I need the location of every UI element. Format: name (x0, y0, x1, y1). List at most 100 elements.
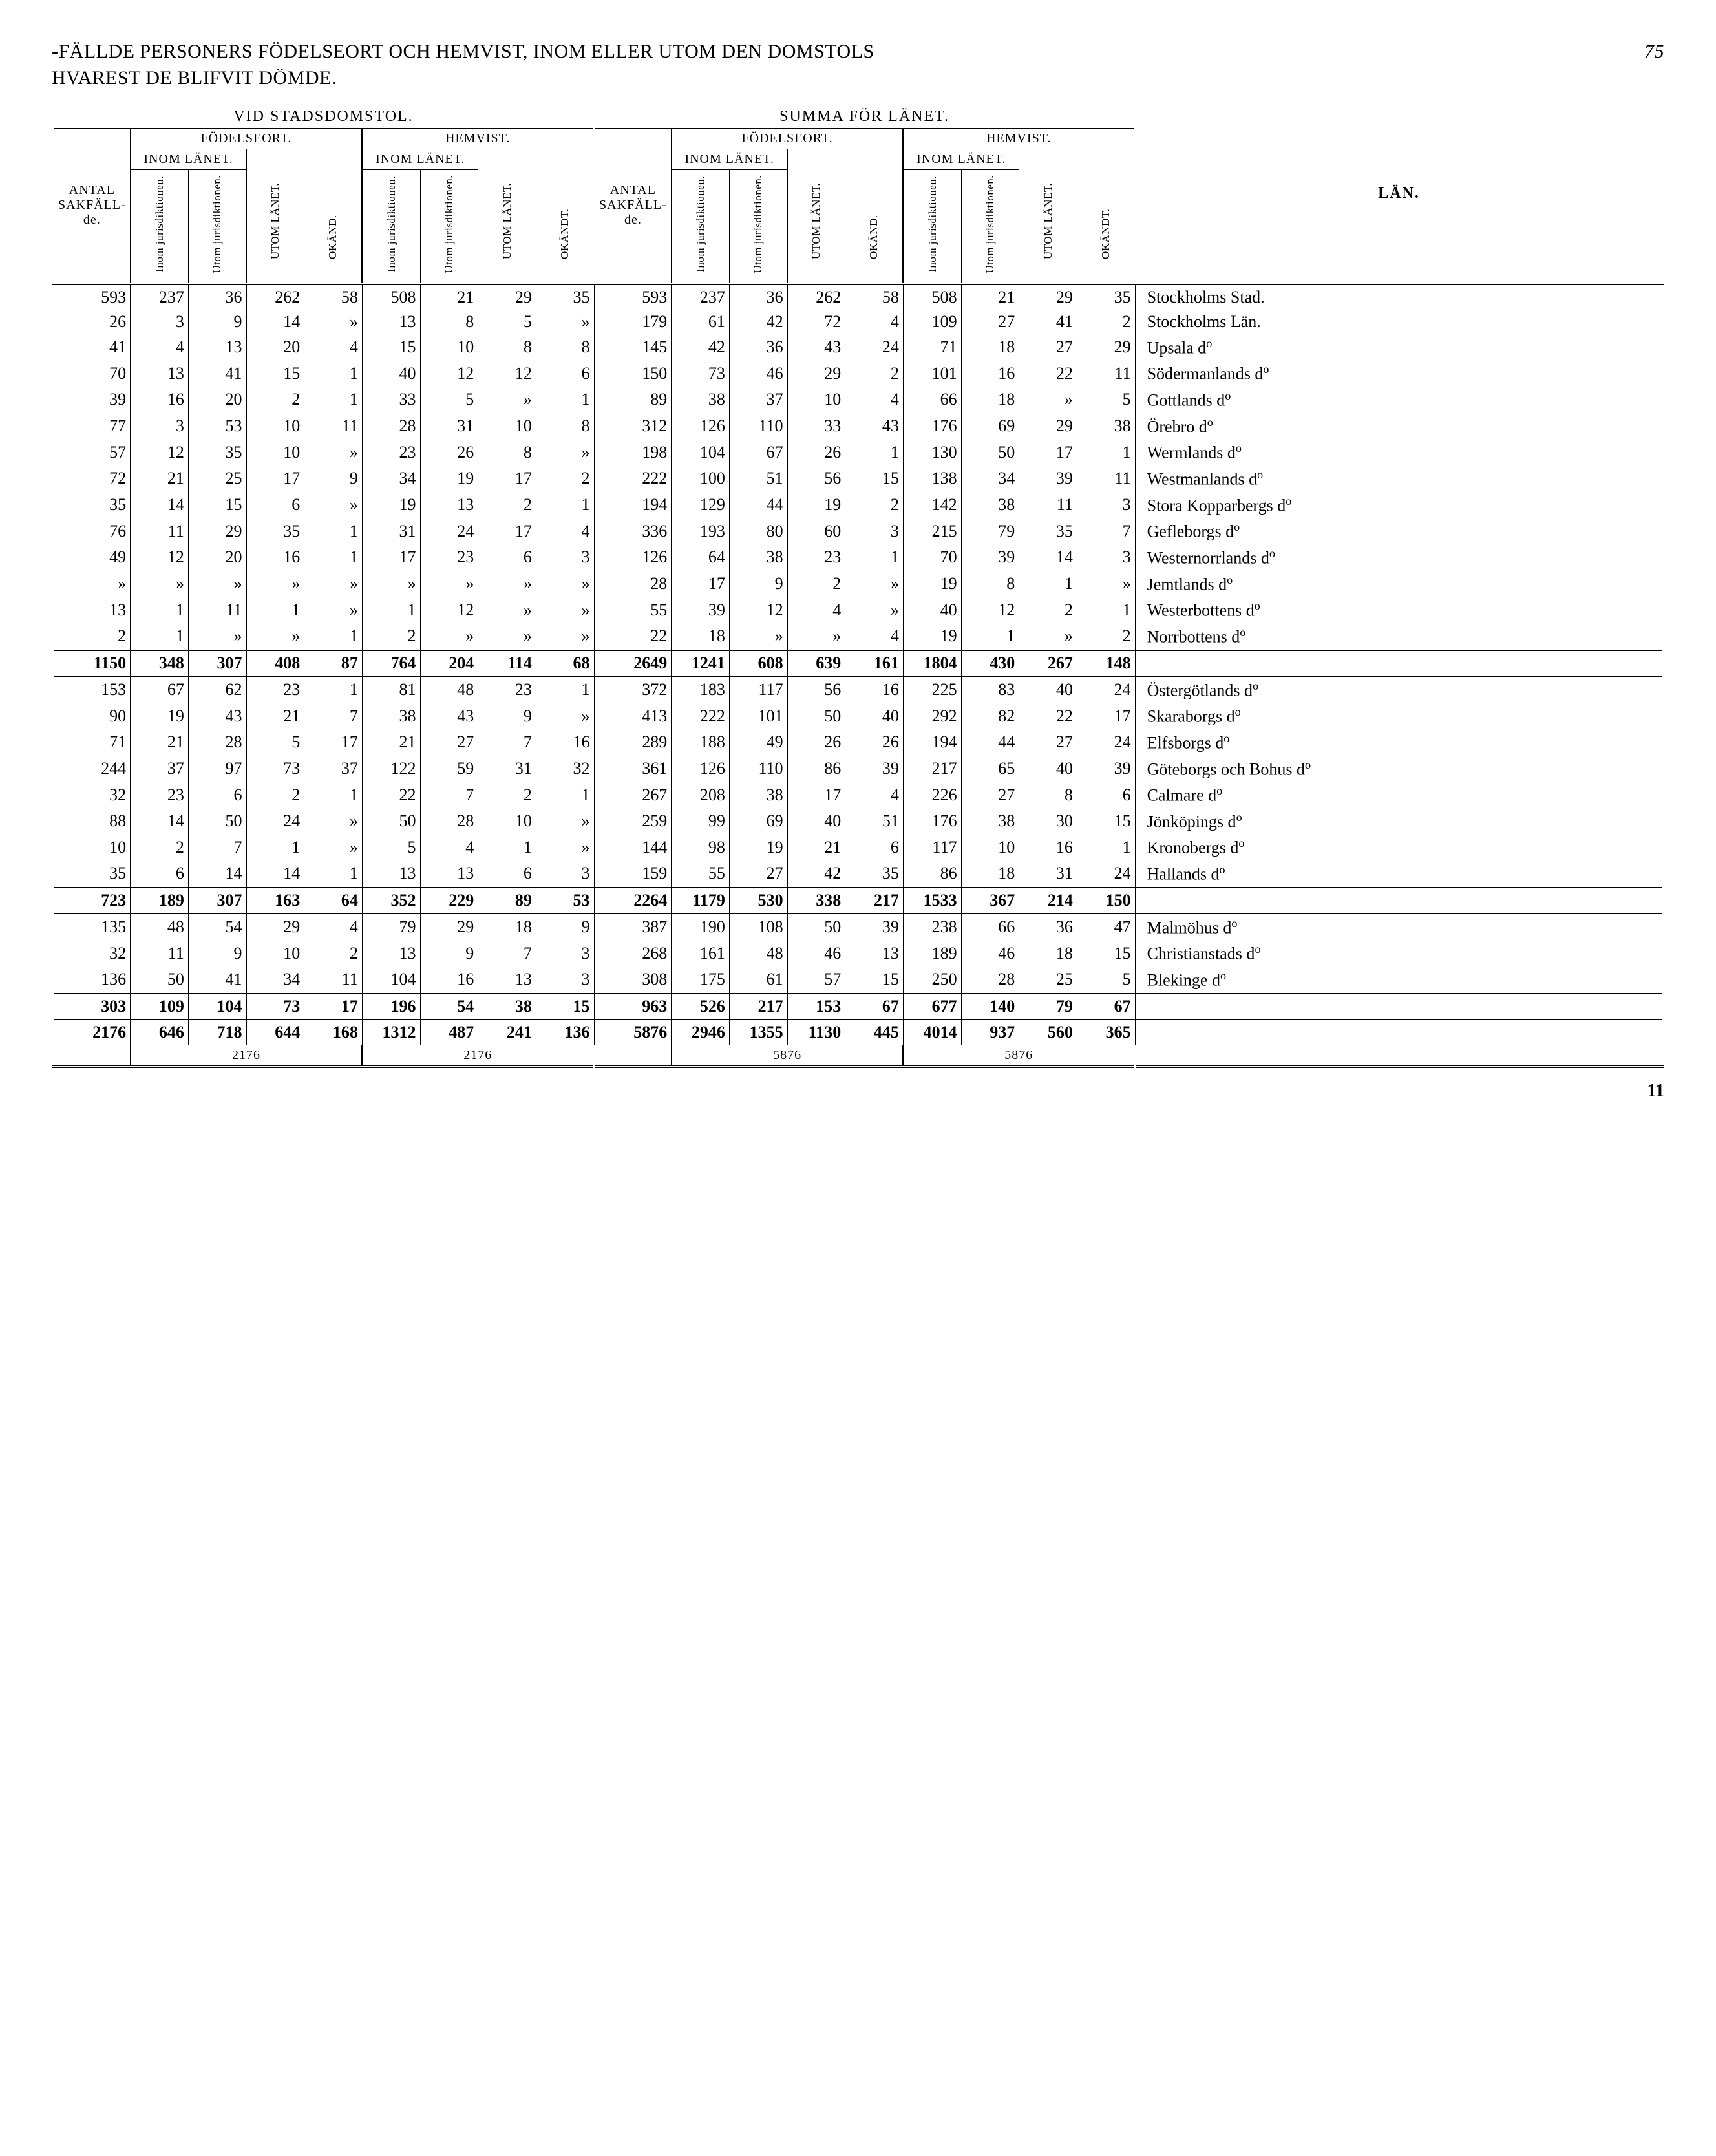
cell: 104 (362, 966, 420, 994)
cell: 29 (420, 913, 478, 941)
cell: 70 (903, 544, 961, 571)
cell: 11 (131, 940, 189, 966)
cell: 1241 (672, 650, 730, 676)
cell: 3 (845, 518, 904, 544)
cell: 67 (1077, 994, 1135, 1019)
hdr-okandt-h2: OKÄNDT. (1077, 149, 1135, 284)
cell: 352 (362, 888, 420, 913)
cell: 2 (362, 623, 420, 650)
cell: 73 (246, 756, 304, 782)
cell: » (246, 623, 304, 650)
cell: 3 (536, 860, 594, 888)
cell: » (420, 571, 478, 597)
lan-cell: Westmanlands do (1135, 465, 1663, 492)
cell: 43 (420, 703, 478, 729)
cell: 11 (1077, 360, 1135, 387)
cell: 6 (246, 492, 304, 518)
cell: 430 (961, 650, 1019, 676)
cell: » (53, 571, 131, 597)
cell: 67 (131, 676, 189, 703)
cell: 2 (246, 387, 304, 413)
cell: 140 (961, 994, 1019, 1019)
hdr-inom-jur-f2: Inom jurisdiktionen. (672, 170, 730, 284)
cell: » (188, 571, 246, 597)
cell: 5 (478, 310, 536, 334)
cell: 13 (845, 940, 904, 966)
cell: 33 (362, 387, 420, 413)
cell: 49 (729, 729, 787, 756)
cell: 303 (53, 994, 131, 1019)
cell: 9 (729, 571, 787, 597)
cell: » (362, 571, 420, 597)
table-row: 90194321738439»4132221015040292822217Ska… (53, 703, 1663, 729)
hdr-utom-lanet-f2: UTOM LÄNET. (787, 149, 845, 284)
hdr-utom-jur-h2: Utom jurisdiktionen. (961, 170, 1019, 284)
cell: 101 (903, 360, 961, 387)
cell: 68 (536, 650, 594, 676)
cell: 59 (420, 756, 478, 782)
cell: 222 (594, 465, 672, 492)
cell: 20 (246, 334, 304, 361)
cell: 53 (536, 888, 594, 913)
lan-cell: Hallands do (1135, 860, 1663, 888)
cell: 9 (478, 703, 536, 729)
cell: 189 (131, 888, 189, 913)
cell: 15 (536, 994, 594, 1019)
cell: 13 (188, 334, 246, 361)
hdr-vid-stadsdomstol: VID STADSDOMSTOL. (53, 104, 594, 129)
cell: 2649 (594, 650, 672, 676)
cell: 348 (131, 650, 189, 676)
cell: 39 (672, 597, 730, 623)
cell: 10 (53, 834, 131, 860)
lan-cell: Södermanlands do (1135, 360, 1663, 387)
cell: » (478, 571, 536, 597)
cell: 31 (420, 413, 478, 440)
hdr-okandt-h1: OKÄNDT. (536, 149, 594, 284)
cell: 29 (787, 360, 845, 387)
cell: 109 (903, 310, 961, 334)
cell: 718 (188, 1019, 246, 1045)
cell: 54 (188, 913, 246, 941)
cell: 593 (53, 284, 131, 310)
cell: 262 (787, 284, 845, 310)
cell: 487 (420, 1019, 478, 1045)
cell: 12 (131, 439, 189, 465)
cell: 51 (729, 465, 787, 492)
cell: 7 (478, 940, 536, 966)
cell: » (188, 623, 246, 650)
cell: » (536, 808, 594, 835)
cell: 32 (536, 756, 594, 782)
lan-cell: Skaraborgs do (1135, 703, 1663, 729)
cell: 12 (131, 544, 189, 571)
cell: 237 (131, 284, 189, 310)
cell: 41 (188, 966, 246, 994)
cell: 1 (304, 860, 363, 888)
cell: 4 (787, 597, 845, 623)
cell: 2 (536, 465, 594, 492)
cell: 38 (1077, 413, 1135, 440)
hdr-utom-jur-f2: Utom jurisdiktionen. (729, 170, 787, 284)
cell: 40 (787, 808, 845, 835)
cell: 28 (188, 729, 246, 756)
cell: 13 (420, 860, 478, 888)
cell: 129 (672, 492, 730, 518)
cell: 86 (903, 860, 961, 888)
cell: 35 (1019, 518, 1077, 544)
cell: 161 (845, 650, 904, 676)
cell: 8 (536, 334, 594, 361)
cell: 217 (729, 994, 787, 1019)
table-row: 77353101128311083121261103343176692938Ör… (53, 413, 1663, 440)
cell: 5 (362, 834, 420, 860)
cell: 9 (536, 913, 594, 941)
lan-cell: Örebro do (1135, 413, 1663, 440)
cell: 16 (845, 676, 904, 703)
cell: 12 (478, 360, 536, 387)
cell: 6 (131, 860, 189, 888)
table-row: 3211910213973268161484613189461815Christ… (53, 940, 1663, 966)
cell: 114 (478, 650, 536, 676)
cell: 1 (478, 834, 536, 860)
cell: 163 (246, 888, 304, 913)
hdr-antal-sakfallde-1: ANTAL SAKFÄLL- de. (53, 129, 131, 284)
cell: 57 (787, 966, 845, 994)
cell: 530 (729, 888, 787, 913)
